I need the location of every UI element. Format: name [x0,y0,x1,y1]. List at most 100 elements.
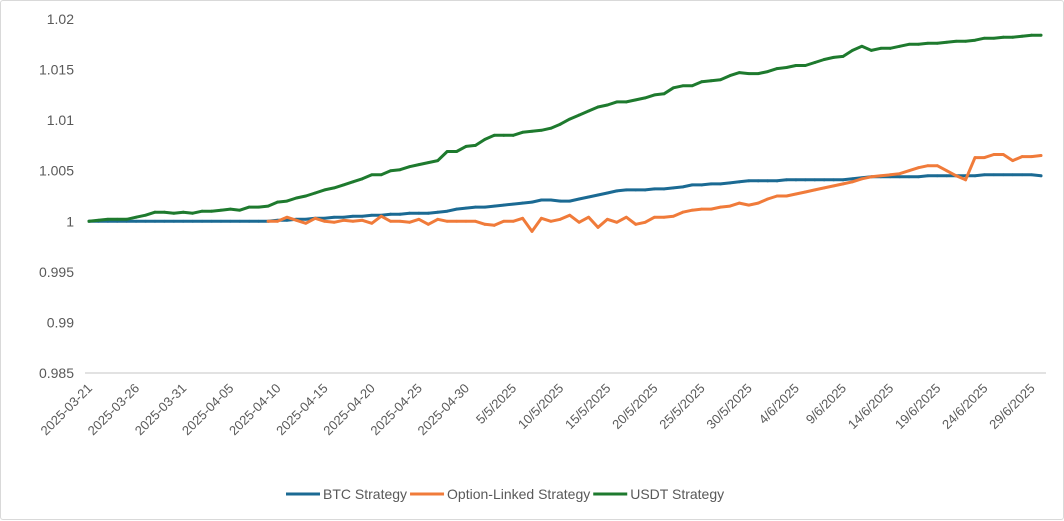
data-point [917,166,920,170]
data-point [606,217,609,221]
data-point [417,211,421,215]
data-point [832,184,836,188]
legend: BTC Strategy Option-Linked Strategy USDT S… [286,486,724,502]
data-point [653,215,656,219]
data-point [973,156,977,159]
data-point [455,219,459,223]
data-point [276,219,279,223]
data-point [596,225,600,229]
y-axis: 0.985 0.99 0.995 1 1.005 1.01 1.015 1.02 [39,11,74,381]
data-point [285,199,289,203]
data-point [106,217,110,221]
data-point [379,173,383,177]
data-point [323,188,327,192]
data-point [257,219,261,223]
data-point [719,78,722,82]
data-point [144,213,147,217]
data-point [219,208,223,212]
data-point [97,218,100,222]
data-point [398,168,402,172]
data-point [1011,173,1015,177]
data-point [436,217,440,221]
data-point [907,42,911,46]
data-point [945,169,949,173]
data-point [426,211,430,215]
data-point [483,205,487,209]
data-point [766,197,770,201]
data-point [351,219,355,223]
data-point [803,64,807,67]
data-point [408,165,411,169]
data-point [389,169,393,173]
data-point [860,177,864,181]
data-point [587,109,590,113]
data-point [709,182,713,186]
data-point [615,189,619,193]
data-point [511,219,515,223]
data-point [973,38,977,42]
data-point [794,64,798,67]
data-point [370,173,374,177]
x-tick-label: 25/5/2025 [656,381,708,433]
data-point [879,174,883,178]
data-point [125,217,129,221]
data-point [766,70,770,73]
series-line-btc-strategy [87,173,1043,223]
data-point [502,203,506,207]
data-point [992,36,996,40]
data-point [728,74,732,78]
x-tick-label: 9/6/2025 [803,381,849,427]
data-point [379,214,383,218]
data-point [417,217,421,221]
data-point [502,133,506,137]
data-point [200,209,204,213]
data-point [926,164,930,168]
data-point [163,210,166,214]
data-point [530,200,534,204]
data-point [643,220,647,224]
data-point [530,129,534,133]
data-point [426,222,430,226]
data-point [624,188,628,192]
x-tick-label: 4/6/2025 [756,381,802,427]
series-line-option-linked-strategy [266,153,1043,233]
data-point [294,196,298,200]
data-point [238,208,242,212]
x-tick-label: 20/5/2025 [609,381,661,433]
data-point [558,217,562,221]
series-line-usdt-strategy [87,33,1043,223]
data-point [926,174,930,178]
y-tick-label: 1.005 [39,163,74,179]
data-point [568,117,572,121]
data-point [134,219,138,223]
data-point [747,203,751,207]
data-point [690,183,694,187]
data-point [832,178,836,182]
data-point [266,219,270,223]
data-point [822,58,826,61]
legend-item: BTC Strategy [286,486,407,502]
data-point [794,192,798,196]
data-point [181,210,185,214]
data-point [813,188,817,192]
data-point [653,187,656,191]
data-point [304,217,308,221]
data-point [483,222,487,226]
data-point [370,213,374,217]
data-point [606,191,609,195]
data-point [87,219,91,223]
data-point [775,67,779,70]
x-tick-label: 24/6/2025 [939,381,991,433]
data-point [521,201,524,205]
data-point [690,208,694,212]
data-point [653,93,656,97]
data-point [1001,35,1005,39]
data-point [332,220,336,224]
data-point [681,185,685,189]
data-point [794,178,798,182]
data-point [615,100,619,104]
data-point [304,194,308,198]
data-point [907,175,911,179]
x-tick-label: 15/5/2025 [562,381,614,433]
data-point [822,186,826,190]
